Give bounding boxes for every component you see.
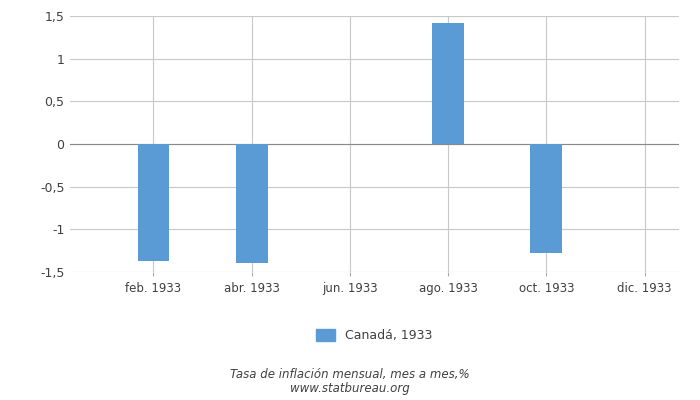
Bar [137, 144, 169, 261]
Bar [531, 144, 562, 253]
Text: Tasa de inflación mensual, mes a mes,%: Tasa de inflación mensual, mes a mes,% [230, 368, 470, 381]
Text: www.statbureau.org: www.statbureau.org [290, 382, 410, 395]
Bar [236, 144, 267, 263]
Bar [432, 23, 464, 144]
Legend: Canadá, 1933: Canadá, 1933 [312, 324, 438, 347]
